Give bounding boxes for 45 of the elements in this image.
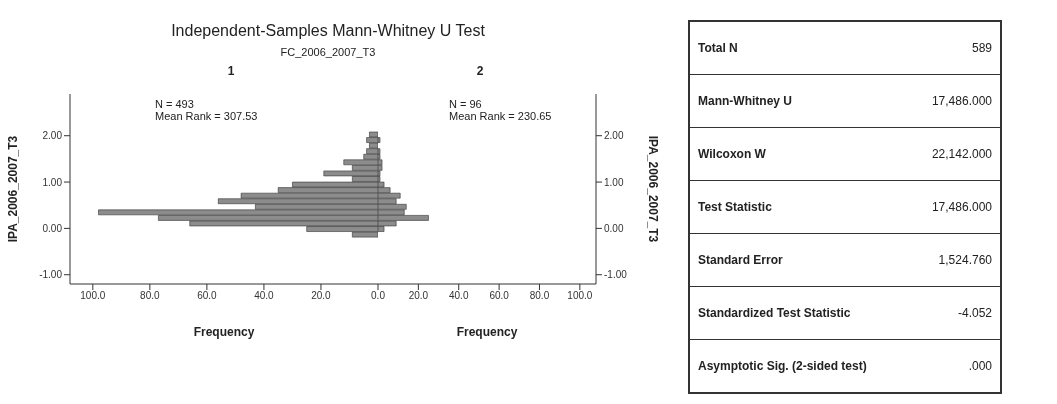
y-tick-label: 1.00 [604,176,624,188]
text: 17,486.000 [931,200,992,214]
text: 17,486.000 [931,94,992,108]
text: 22,142.000 [931,147,992,161]
y-tick-label: -1.00 [604,269,628,281]
y-axis-title: IPA_2006_2007_T3 [6,135,21,243]
text: 1,524.760 [938,253,992,267]
text: 589 [971,41,992,55]
text: 1 [226,64,236,80]
x-tick-label: 60.0 [489,290,510,302]
chart-subtitle: FC_2006_2007_T3 [279,46,377,58]
y-tick-label: 0.00 [604,222,624,234]
x-tick-label: 80.0 [529,290,550,302]
x-axis-title: Frequency [456,325,518,339]
text: Total N [698,41,738,55]
annotation: Mean Rank = 230.65 [449,110,552,122]
x-tick-label: 80.0 [140,290,161,302]
x-tick-label: 40.0 [254,290,275,302]
x-tick-label: 100.0 [80,290,106,302]
text: Wilcoxon W [698,147,766,161]
text: .000 [968,359,992,373]
y-tick-label: 2.00 [42,130,63,142]
y-tick-label: -1.00 [39,269,63,281]
text: Standardized Test Statistic [698,306,851,320]
text: Asymptotic Sig. (2-sided test) [698,359,867,373]
y-tick-label: 2.00 [604,130,624,142]
x-tick-label: 20.0 [311,290,332,302]
chart-title: Independent-Samples Mann-Whitney U Test [170,22,486,40]
text: Mann-Whitney U [698,94,792,108]
text: Test Statistic [698,200,772,214]
text: 2 [475,64,485,80]
y-tick-label: 1.00 [42,176,63,188]
annotation: N = 96 [449,98,483,110]
x-tick-label: 40.0 [449,290,469,302]
text: Standard Error [698,253,783,267]
x-tick-label: 60.0 [197,290,218,302]
x-tick-label: 20.0 [408,290,429,302]
text: -4.052 [957,306,992,320]
annotation: Mean Rank = 307.53 [155,110,258,122]
x-tick-label: 0.0 [371,290,386,302]
y-axis-title: IPA_2006_2007_T3 [645,135,660,243]
x-axis-title: Frequency [193,325,255,339]
annotation: N = 493 [155,98,195,110]
y-tick-label: 0.00 [42,222,63,234]
x-tick-label: 100.0 [567,290,593,302]
